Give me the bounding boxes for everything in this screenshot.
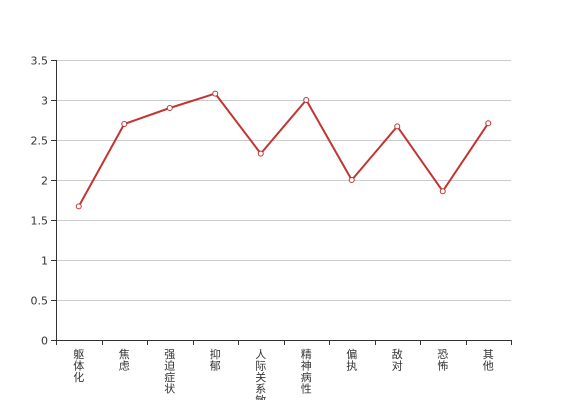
x-category-label: 敌对	[392, 347, 403, 373]
x-category-label: 偏执	[346, 347, 357, 373]
data-point	[212, 90, 219, 97]
y-axis-ticks: 0 0.5 1 1.5 2 2.5 3 3.5	[31, 55, 57, 348]
x-category-label: 焦虑	[119, 348, 130, 373]
x-category-label: 精神病性	[301, 348, 312, 396]
data-point	[166, 105, 173, 111]
x-category-label: 强迫症状	[164, 348, 175, 396]
y-tick-label: 0.5	[31, 295, 49, 308]
y-tick-label: 3	[41, 95, 48, 108]
data-point	[394, 123, 401, 130]
y-tick-label: 1.5	[31, 215, 49, 228]
y-tick-label: 0	[41, 335, 48, 348]
x-category-label: 躯体化	[73, 348, 84, 384]
grid-lines	[56, 60, 511, 301]
x-axis: 躯体化 焦虑 强迫症状 抑郁 人际关系敏感 精神病性 偏执 敌对 恐怖 其他	[56, 340, 512, 400]
y-tick-label: 2	[41, 175, 48, 188]
data-point	[348, 177, 355, 183]
y-tick-label: 3.5	[31, 55, 49, 68]
y-tick-label: 2.5	[31, 135, 49, 148]
series-line-group	[75, 90, 492, 210]
x-category-label: 人际关系敏感	[255, 348, 266, 400]
data-point	[257, 150, 264, 157]
data-point	[121, 121, 128, 127]
y-tick-label: 1	[41, 255, 48, 268]
x-category-label: 恐怖	[437, 348, 448, 373]
data-point	[485, 120, 492, 127]
data-point	[303, 97, 310, 103]
series-line	[77, 92, 490, 207]
x-category-label: 抑郁	[210, 347, 221, 373]
data-point	[439, 188, 446, 195]
x-category-label: 其他	[483, 348, 494, 373]
data-point	[75, 203, 82, 210]
